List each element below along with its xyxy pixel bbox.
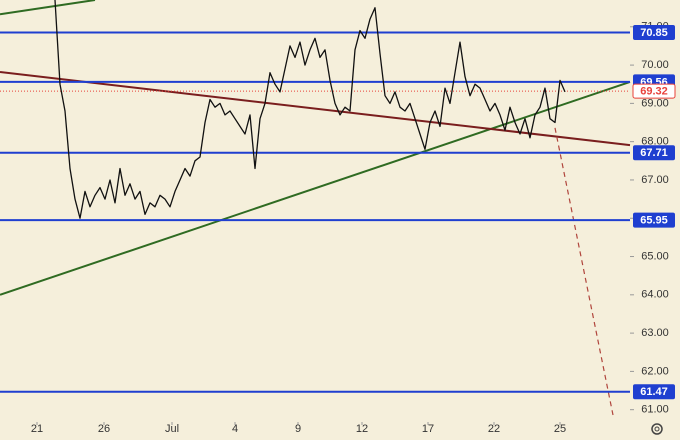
price-line [54, 0, 566, 219]
y-tick-label: 68.00 [641, 136, 669, 148]
x-tick-label: 4 [232, 423, 238, 435]
x-tick-label: 17 [422, 423, 434, 435]
settings-hub[interactable] [654, 426, 660, 432]
level-label-box [633, 25, 675, 41]
y-tick-label: 61.00 [641, 404, 669, 416]
trend-line [0, 80, 631, 296]
trend-line [554, 127, 614, 416]
y-tick-label: 63.00 [641, 327, 669, 339]
y-tick-label: 67.00 [641, 174, 669, 186]
y-tick-label: 70.00 [641, 59, 669, 71]
y-tick-label: 64.00 [641, 289, 669, 301]
level-label-box [633, 212, 675, 228]
level-label: 70.85 [640, 27, 668, 39]
level-label: 61.47 [640, 386, 668, 398]
y-tick-label: 62.00 [641, 365, 669, 377]
x-tick-label: 12 [356, 423, 368, 435]
trend-line [0, 0, 96, 16]
level-label: 65.95 [640, 215, 668, 227]
last-price-box [632, 83, 676, 99]
last-price-label: 69.32 [640, 86, 668, 98]
y-tick-label: 65.00 [641, 250, 669, 262]
x-tick-label: 26 [98, 423, 110, 435]
level-label: 67.71 [640, 147, 668, 159]
settings-gear[interactable] [651, 423, 663, 435]
x-tick-label: Jul [165, 423, 179, 435]
trend-line [0, 71, 631, 147]
level-label-box [633, 145, 675, 161]
x-tick-label: 25 [554, 423, 566, 435]
settings-icon[interactable] [651, 423, 663, 435]
x-tick-label: 9 [295, 423, 301, 435]
y-tick-label: 69.00 [641, 97, 669, 109]
x-tick-label: 21 [31, 423, 43, 435]
x-tick-label: 22 [488, 423, 500, 435]
level-label-box [633, 384, 675, 400]
